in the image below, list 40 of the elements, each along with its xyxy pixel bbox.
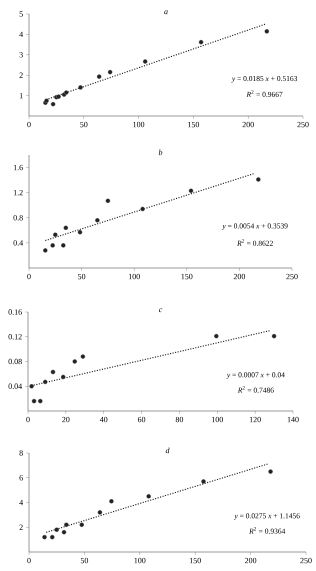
point bbox=[63, 225, 68, 230]
point bbox=[140, 206, 145, 212]
point bbox=[32, 398, 36, 404]
point bbox=[50, 534, 55, 540]
point bbox=[60, 374, 66, 380]
point bbox=[78, 85, 83, 90]
point bbox=[272, 334, 276, 338]
point bbox=[50, 102, 56, 107]
point bbox=[64, 522, 69, 528]
point bbox=[79, 522, 84, 528]
point bbox=[78, 230, 82, 235]
point bbox=[95, 218, 100, 223]
point bbox=[50, 370, 56, 374]
point bbox=[29, 384, 34, 389]
point bbox=[42, 380, 48, 384]
point bbox=[264, 28, 270, 34]
point bbox=[146, 494, 152, 499]
point bbox=[54, 527, 60, 532]
point bbox=[268, 469, 273, 474]
point bbox=[62, 530, 66, 535]
point bbox=[198, 40, 204, 45]
point bbox=[142, 59, 148, 64]
point bbox=[42, 248, 48, 253]
point bbox=[72, 359, 78, 364]
point bbox=[201, 479, 206, 484]
point bbox=[108, 70, 112, 74]
point bbox=[188, 188, 194, 194]
point bbox=[106, 198, 110, 204]
point bbox=[60, 243, 66, 248]
point bbox=[38, 398, 43, 404]
point bbox=[42, 534, 47, 540]
point bbox=[52, 232, 58, 238]
point bbox=[64, 90, 69, 95]
point bbox=[96, 74, 102, 79]
point bbox=[256, 177, 261, 182]
point bbox=[109, 498, 114, 504]
point bbox=[80, 354, 86, 359]
point bbox=[50, 243, 56, 248]
point bbox=[98, 510, 102, 515]
point bbox=[214, 334, 219, 338]
